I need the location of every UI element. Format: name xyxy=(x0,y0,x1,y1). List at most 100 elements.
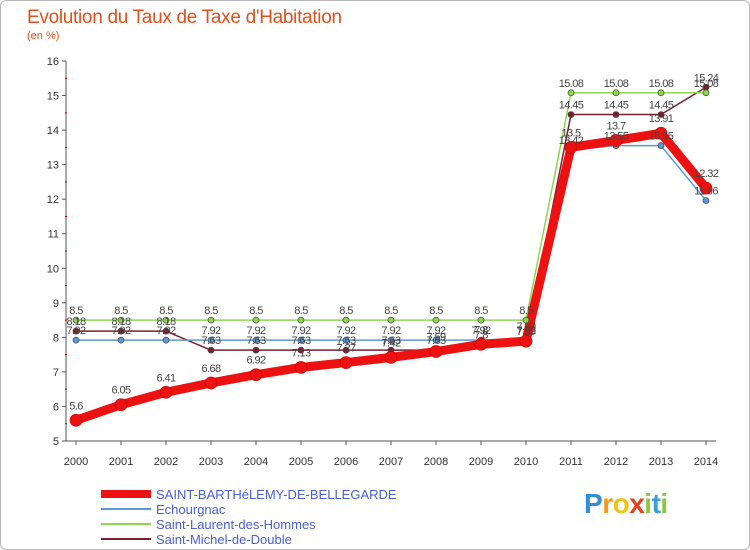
x-tick-label: 2012 xyxy=(604,456,628,468)
data-point xyxy=(207,346,215,354)
data-label: 11.96 xyxy=(694,186,718,198)
data-label: 7.8 xyxy=(474,329,488,341)
data-point xyxy=(72,316,80,324)
data-point xyxy=(297,336,305,344)
proxiti-logo: Proxiti xyxy=(584,488,668,520)
x-tick-label: 2013 xyxy=(649,456,673,468)
data-point xyxy=(654,126,668,140)
data-label: 6.41 xyxy=(156,372,175,384)
data-label: 8.18 xyxy=(66,316,85,328)
data-point xyxy=(567,89,575,97)
data-point xyxy=(657,142,665,149)
data-label: 7.92 xyxy=(66,325,85,337)
data-point xyxy=(699,181,713,195)
data-label: 7.89 xyxy=(516,321,535,333)
y-tick-label: 12 xyxy=(47,194,59,206)
data-point xyxy=(72,336,80,344)
data-label: 8.5 xyxy=(384,305,398,317)
data-point xyxy=(702,197,710,204)
data-label: 14.45 xyxy=(604,100,629,112)
y-tick-label: 16 xyxy=(47,56,59,68)
chart-title: Evolution du Taux de Taxe d'Habitation xyxy=(27,7,342,28)
x-tick-label: 2007 xyxy=(379,456,403,468)
data-label: 13.91 xyxy=(649,113,674,125)
data-point xyxy=(657,111,665,118)
data-label: 7.63 xyxy=(201,335,220,347)
data-point xyxy=(342,316,350,324)
data-point xyxy=(384,351,398,364)
data-label: 7.92 xyxy=(516,325,535,337)
data-label: 13.42 xyxy=(559,135,584,147)
series-points xyxy=(69,83,713,427)
logo-letter: P xyxy=(584,488,603,519)
logo-letter: i xyxy=(660,488,668,519)
y-tick-label: 11 xyxy=(48,229,59,241)
data-point xyxy=(159,385,173,399)
data-point xyxy=(207,336,215,344)
x-tick-label: 2002 xyxy=(154,456,178,468)
data-point xyxy=(522,316,530,324)
data-label: 7.92 xyxy=(471,325,490,337)
x-tick-label: 2006 xyxy=(334,456,358,468)
logo-letter: o xyxy=(612,488,630,519)
data-label: 7.13 xyxy=(291,347,310,359)
x-tick-label: 2010 xyxy=(514,456,538,468)
data-label: 8.5 xyxy=(474,305,488,317)
data-label: 8.5 xyxy=(519,305,533,317)
y-tick-label: 13 xyxy=(47,160,59,172)
data-label: 7.92 xyxy=(381,325,400,337)
data-label: 7.63 xyxy=(336,335,355,347)
data-label: 15.08 xyxy=(649,78,674,90)
data-label: 14.45 xyxy=(559,100,584,112)
data-point xyxy=(204,376,218,390)
data-point xyxy=(252,336,260,344)
data-labels: 8.18 8.18 8.187.63 7.63 7.63 7.63 7.63 7.63 7.8 7… xyxy=(66,72,719,412)
data-point xyxy=(252,346,260,354)
data-point xyxy=(297,346,305,354)
data-point xyxy=(114,398,128,412)
x-tick-label: 2005 xyxy=(289,456,313,468)
logo-letter: r xyxy=(602,488,613,519)
legend: SAINT-BARTHéLEMY-DE-BELLEGARDEEchourgnac… xyxy=(101,487,397,547)
y-tick-label: 6 xyxy=(53,401,59,413)
data-label: 7.92 xyxy=(111,325,130,337)
y-tick-label: 8 xyxy=(53,332,59,344)
data-label: 8.5 xyxy=(294,305,308,317)
data-point xyxy=(612,111,620,118)
data-point xyxy=(162,336,170,344)
data-point xyxy=(117,336,125,344)
data-point xyxy=(564,141,578,154)
data-point xyxy=(477,316,485,324)
data-label: 12.32 xyxy=(694,168,719,180)
data-point xyxy=(162,316,170,324)
logo-letter: x xyxy=(629,488,645,519)
data-label: 8.5 xyxy=(429,305,443,317)
data-label: 13.5 xyxy=(561,127,580,139)
data-point xyxy=(342,336,350,344)
data-point xyxy=(252,316,260,324)
data-point xyxy=(249,368,263,382)
data-label: 7.92 xyxy=(246,325,265,337)
x-tick-label: 2009 xyxy=(469,456,493,468)
y-tick-label: 9 xyxy=(53,298,59,310)
data-point xyxy=(117,316,125,324)
legend-label: SAINT-BARTHéLEMY-DE-BELLEGARDE xyxy=(156,487,397,502)
data-point xyxy=(609,134,623,147)
axes: 5 6 7 8 9 10 11 12 13 14 15 16 2000 2001 2002 2003 2004 2… xyxy=(47,56,718,468)
data-label: 8.18 xyxy=(111,316,130,328)
x-tick-label: 2008 xyxy=(424,456,448,468)
data-point xyxy=(387,336,395,344)
y-tick-label: 5 xyxy=(53,436,59,448)
data-label: 7.92 xyxy=(201,325,220,337)
data-label: 8.5 xyxy=(114,305,128,317)
data-label: 13.55 xyxy=(649,131,674,143)
legend-label: Echourgnac xyxy=(156,502,226,517)
data-point xyxy=(69,413,83,427)
data-label: 8.18 xyxy=(156,316,175,328)
data-point xyxy=(342,346,350,354)
data-label: 7.59 xyxy=(426,332,445,344)
x-tick-label: 2011 xyxy=(559,456,583,468)
data-label: 15.24 xyxy=(694,72,719,84)
data-label: 6.05 xyxy=(111,385,130,397)
